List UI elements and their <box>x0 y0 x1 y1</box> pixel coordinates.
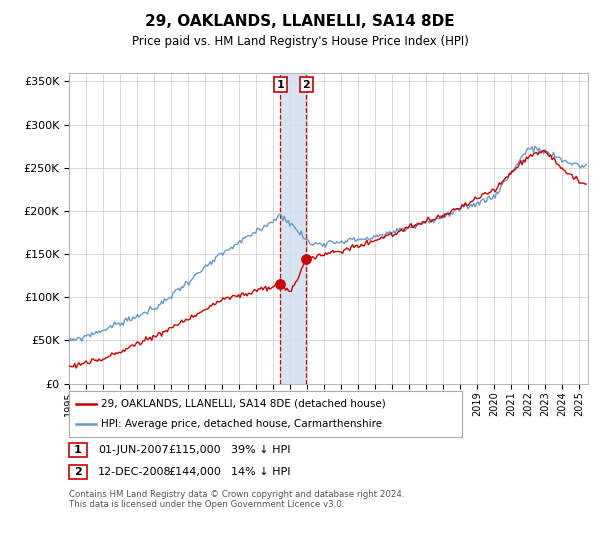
Text: 12-DEC-2008: 12-DEC-2008 <box>98 466 172 477</box>
Text: 29, OAKLANDS, LLANELLI, SA14 8DE (detached house): 29, OAKLANDS, LLANELLI, SA14 8DE (detach… <box>101 399 386 409</box>
Point <box>302 255 311 264</box>
Text: £144,000: £144,000 <box>168 466 221 477</box>
Text: 01-JUN-2007: 01-JUN-2007 <box>98 445 169 455</box>
Bar <box>280 73 307 384</box>
Text: HPI: Average price, detached house, Carmarthenshire: HPI: Average price, detached house, Carm… <box>101 419 382 429</box>
Text: 1: 1 <box>74 445 82 455</box>
Text: £115,000: £115,000 <box>168 445 221 455</box>
Text: 29, OAKLANDS, LLANELLI, SA14 8DE: 29, OAKLANDS, LLANELLI, SA14 8DE <box>145 14 455 29</box>
Text: Price paid vs. HM Land Registry's House Price Index (HPI): Price paid vs. HM Land Registry's House … <box>131 35 469 48</box>
Text: 1: 1 <box>277 80 284 90</box>
Text: 39% ↓ HPI: 39% ↓ HPI <box>231 445 290 455</box>
Text: 14% ↓ HPI: 14% ↓ HPI <box>231 466 290 477</box>
Text: 2: 2 <box>302 80 310 90</box>
Text: Contains HM Land Registry data © Crown copyright and database right 2024.
This d: Contains HM Land Registry data © Crown c… <box>69 490 404 510</box>
Point <box>275 280 285 289</box>
Text: 2: 2 <box>74 466 82 477</box>
